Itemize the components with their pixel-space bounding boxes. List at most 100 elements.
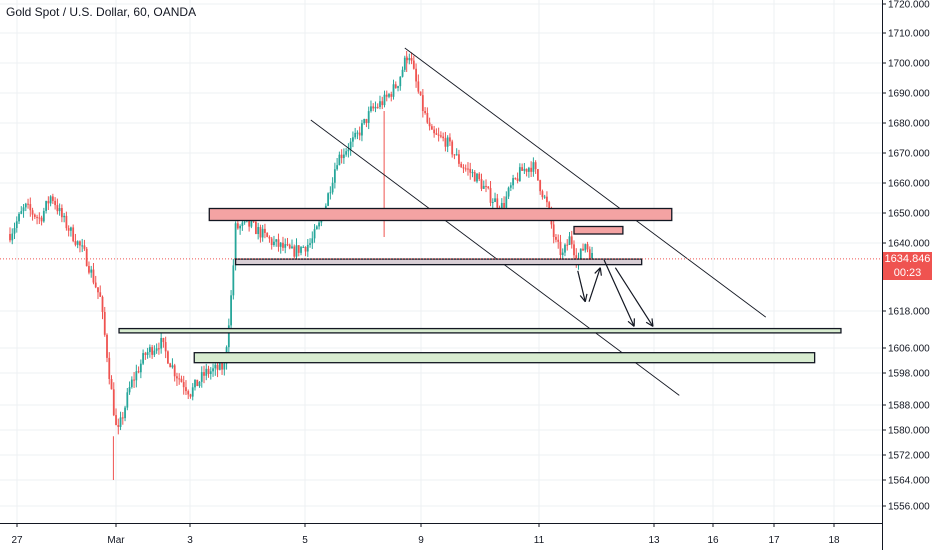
price-tick-label: 1564.000 bbox=[888, 476, 930, 487]
candle-body bbox=[54, 200, 57, 206]
zone-minor-resistance[interactable] bbox=[573, 225, 624, 235]
zone-support[interactable] bbox=[234, 258, 643, 266]
candle-body bbox=[336, 165, 339, 170]
trend-channel-line[interactable] bbox=[310, 119, 680, 396]
projection-arrow[interactable] bbox=[614, 267, 654, 327]
candle-body bbox=[408, 57, 411, 61]
candle-body bbox=[496, 198, 499, 208]
candle-body bbox=[185, 387, 187, 392]
candle-body bbox=[171, 365, 174, 368]
candle-body bbox=[347, 149, 350, 152]
candle-body bbox=[525, 168, 528, 172]
price-tick-label: 1618.000 bbox=[888, 307, 930, 318]
candle-body bbox=[198, 381, 201, 387]
projection-arrow[interactable] bbox=[603, 259, 635, 327]
candle-body bbox=[327, 193, 329, 206]
candle-body bbox=[435, 133, 438, 135]
candle-body bbox=[579, 248, 582, 260]
candle-body bbox=[284, 244, 287, 248]
candle-body bbox=[42, 210, 45, 222]
candle-body bbox=[331, 182, 334, 193]
candle-body bbox=[99, 292, 102, 297]
candle-body bbox=[424, 111, 427, 113]
price-tick-label: 1690.000 bbox=[888, 89, 930, 100]
candle-body bbox=[561, 252, 564, 256]
candle-body bbox=[313, 229, 316, 239]
candle-body bbox=[426, 112, 429, 123]
grid bbox=[0, 0, 882, 523]
candle-body bbox=[439, 135, 442, 137]
candle-body bbox=[333, 169, 336, 183]
candle-body bbox=[419, 91, 422, 96]
candle-body bbox=[374, 106, 377, 109]
price-tick-label: 1598.000 bbox=[888, 369, 930, 380]
time-axis[interactable]: 27 Mar 3 5 9 11 13 16 17 18 bbox=[0, 523, 883, 550]
time-tick-label: Mar bbox=[107, 535, 125, 546]
candle-body bbox=[56, 205, 59, 212]
candle-body bbox=[137, 371, 140, 373]
candle-body bbox=[417, 81, 420, 92]
candle-body bbox=[51, 196, 54, 201]
candle-body bbox=[47, 201, 50, 204]
candle-body bbox=[124, 407, 126, 419]
time-tick-label: 16 bbox=[707, 535, 719, 546]
candle-body bbox=[94, 282, 97, 288]
trend-channel-line[interactable] bbox=[404, 47, 767, 318]
price-tick-label: 1588.000 bbox=[888, 401, 930, 412]
zone-demand-lower[interactable] bbox=[193, 352, 816, 364]
candle-body bbox=[135, 371, 138, 381]
candle-body bbox=[385, 94, 388, 97]
candle-body bbox=[514, 178, 517, 180]
zone-demand-upper[interactable] bbox=[118, 327, 842, 334]
candle-body bbox=[70, 227, 72, 231]
candle-body bbox=[534, 162, 537, 170]
price-tick-label: 1670.000 bbox=[888, 149, 930, 160]
candle-body bbox=[552, 224, 555, 237]
candle-body bbox=[453, 154, 456, 156]
candle-body bbox=[518, 167, 521, 181]
candle-body bbox=[304, 246, 307, 252]
candle-body bbox=[227, 325, 230, 348]
candle-body bbox=[458, 154, 460, 164]
candle-body bbox=[236, 223, 239, 229]
projection-arrow[interactable] bbox=[577, 270, 588, 303]
candle-body bbox=[76, 241, 79, 245]
candle-body bbox=[126, 392, 129, 408]
projection-arrow[interactable] bbox=[588, 267, 602, 302]
drawings[interactable] bbox=[118, 47, 842, 396]
candle-body bbox=[275, 239, 278, 242]
candle-body bbox=[381, 101, 384, 106]
candle-body bbox=[255, 221, 257, 235]
candle-body bbox=[430, 126, 433, 130]
candle-body bbox=[467, 168, 469, 170]
candle-body bbox=[455, 154, 458, 156]
candle-body bbox=[128, 387, 131, 393]
candle-body bbox=[194, 379, 196, 388]
candle-body bbox=[302, 246, 305, 248]
candle-body bbox=[101, 296, 104, 312]
candle-body bbox=[261, 228, 264, 238]
candle-body bbox=[394, 84, 397, 88]
candle-body bbox=[232, 265, 235, 296]
zone-resistance[interactable] bbox=[208, 207, 673, 222]
candle-body bbox=[476, 173, 478, 182]
candle-body bbox=[392, 84, 395, 97]
candle-body bbox=[295, 245, 298, 257]
candle-body bbox=[216, 364, 219, 370]
candle-body bbox=[162, 337, 165, 343]
bar-countdown-badge: 00:23 bbox=[883, 265, 932, 280]
time-tick-label: 18 bbox=[828, 535, 840, 546]
candle-body bbox=[90, 269, 93, 273]
candle-body bbox=[65, 215, 68, 229]
candle-body bbox=[464, 168, 467, 170]
candle-body bbox=[354, 132, 357, 138]
candle-body bbox=[169, 363, 172, 368]
candle-body bbox=[412, 60, 415, 69]
candle-body bbox=[367, 111, 370, 123]
candle-body bbox=[160, 337, 163, 349]
candle-body bbox=[471, 172, 474, 174]
candle-body bbox=[410, 57, 413, 61]
price-tick-label: 1660.000 bbox=[888, 179, 930, 190]
